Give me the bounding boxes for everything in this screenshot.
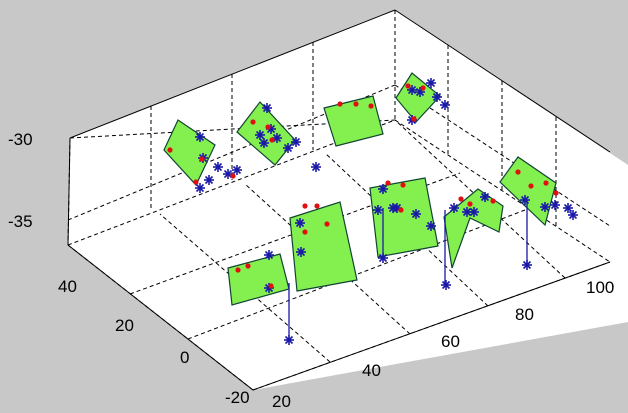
dot-marker: [405, 83, 411, 89]
star-marker: [407, 85, 417, 95]
star-marker: [283, 143, 293, 153]
star-marker: [432, 92, 442, 102]
dot-marker: [199, 156, 205, 162]
dot-marker: [528, 183, 534, 189]
y-tick-label: 40: [58, 277, 77, 296]
dot-marker: [515, 169, 521, 175]
star-marker: [262, 103, 272, 113]
x-tick-labels: 20 40 60 80 100: [272, 278, 614, 411]
star-marker: [213, 162, 223, 172]
dot-marker: [268, 283, 274, 289]
dot-marker: [467, 201, 473, 207]
dot-marker: [269, 137, 275, 143]
star-marker: [540, 202, 550, 212]
star-marker: [426, 221, 436, 231]
stems: [288, 200, 528, 340]
dot-marker: [368, 103, 374, 109]
dot-marker: [400, 182, 406, 188]
x-tick-label: 60: [441, 332, 460, 351]
axis-box: [67, 137, 611, 391]
star-marker: [259, 138, 269, 148]
axes-background: [68, 10, 628, 390]
dot-marker: [420, 85, 426, 91]
dot-marker: [230, 173, 236, 179]
dot-marker: [458, 196, 464, 202]
panel: [227, 253, 290, 306]
star-marker: [264, 250, 274, 260]
y-tick-label: -20: [225, 388, 250, 407]
star-marker: [469, 207, 479, 217]
star-marker: [272, 133, 282, 143]
panel: [499, 156, 557, 227]
star-marker: [311, 162, 321, 172]
star-marker: [296, 247, 306, 257]
x-tick-label: 80: [515, 305, 534, 324]
dot-marker: [245, 263, 251, 269]
dot-marker: [398, 207, 404, 213]
dot-marker: [490, 198, 496, 204]
star-marker: [295, 218, 305, 228]
star-marker: [204, 175, 214, 185]
star-marker: [480, 192, 490, 202]
panel: [289, 201, 358, 292]
y-tick-labels: 40 20 0 -20: [58, 277, 250, 407]
x-tick-label: 100: [586, 278, 614, 297]
star-marker: [440, 100, 450, 110]
panel: [323, 95, 384, 147]
star-marker: [195, 183, 205, 193]
dot-marker: [302, 203, 308, 209]
dot-marker: [411, 116, 417, 122]
dot-marker: [337, 101, 343, 107]
dot-marker: [167, 147, 173, 153]
star-marker: [426, 78, 436, 88]
star-marker: [550, 200, 560, 210]
star-marker: [522, 260, 532, 270]
star-marker: [373, 205, 383, 215]
star-marker: [415, 87, 425, 97]
star-marker: [441, 280, 451, 290]
panel: [163, 119, 216, 187]
star-marker: [378, 184, 388, 194]
dot-marker: [314, 203, 320, 209]
x-tick-label: 40: [362, 361, 381, 380]
panel: [369, 177, 439, 258]
star-marker: [411, 209, 421, 219]
dot-marker: [324, 221, 330, 227]
dot-marker: [193, 179, 199, 185]
dot-marker: [235, 267, 241, 273]
star-marker: [520, 195, 530, 205]
dot-markers: [167, 83, 559, 289]
y-tick-label: 20: [115, 316, 134, 335]
y-tick-label: 0: [180, 348, 189, 367]
dot-marker: [302, 229, 308, 235]
star-marker: [563, 203, 573, 213]
dot-marker: [265, 124, 271, 130]
star-marker: [255, 130, 265, 140]
star-marker: [291, 137, 301, 147]
star-marker: [232, 165, 242, 175]
star-marker: [195, 132, 205, 142]
dot-marker: [353, 101, 359, 107]
star-marker: [568, 210, 578, 220]
star-marker: [378, 253, 388, 263]
star-marker: [223, 169, 233, 179]
dot-marker: [250, 119, 256, 125]
dot-marker: [385, 180, 391, 186]
star-marker: [284, 335, 294, 345]
z-tick-label: -35: [8, 212, 33, 231]
dot-marker: [543, 180, 549, 186]
star-marker: [449, 203, 459, 213]
dot-marker: [553, 190, 559, 196]
z-tick-label: -30: [8, 130, 33, 149]
x-tick-label: 20: [272, 392, 291, 411]
z-tick-labels: -30 -35: [8, 130, 33, 231]
